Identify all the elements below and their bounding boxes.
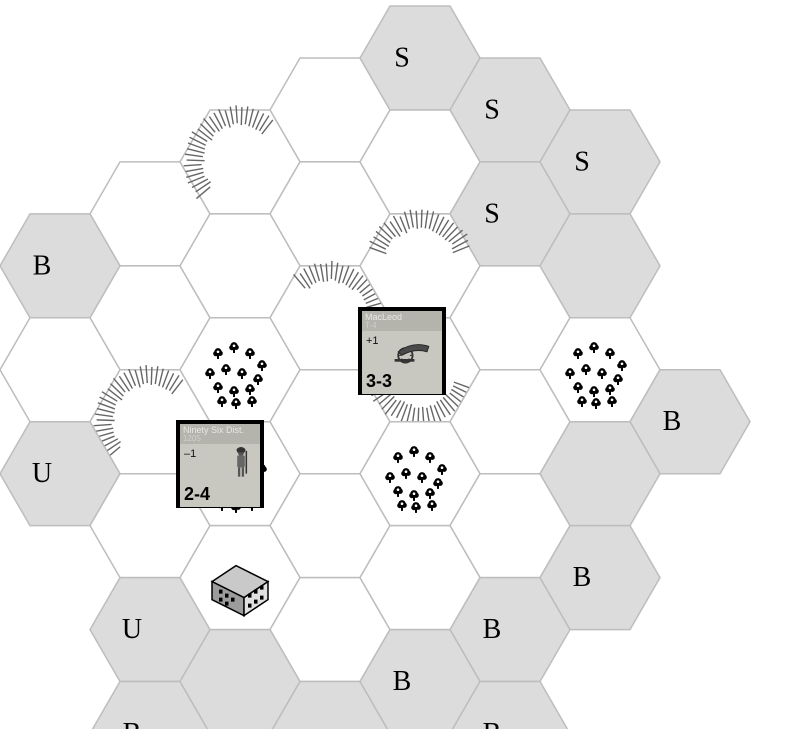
- counter-stat: 3-3: [362, 369, 442, 394]
- counter-macleod[interactable]: MacLeodT-4+13-3: [358, 307, 446, 395]
- soldier-icon: [222, 445, 260, 481]
- cannon-icon: [384, 332, 434, 368]
- hex-label: S: [394, 43, 410, 74]
- hex-label: U: [122, 614, 142, 645]
- counter-ninetysix[interactable]: Ninety Six Dist.1205–12-4: [176, 420, 264, 508]
- counter-art: –1: [180, 444, 260, 482]
- counter-subname: 1205: [180, 435, 260, 444]
- hex-label: U: [32, 458, 52, 489]
- hex-label: B: [33, 250, 52, 281]
- counter-stat: 2-4: [180, 482, 260, 507]
- hex-label: S: [484, 94, 500, 125]
- counter-modifier: +1: [366, 335, 379, 347]
- counter-art: +1: [362, 331, 442, 369]
- counter-subname: T-4: [362, 322, 442, 331]
- hex-label: S: [574, 146, 590, 177]
- hex-label: B: [393, 666, 412, 697]
- hex-board: SSSSBBUUBBBBB MacLeodT-4+13-3Ninety Six …: [0, 0, 785, 729]
- hex-label: B: [123, 718, 142, 729]
- hex-label: S: [484, 198, 500, 229]
- hex-label: B: [483, 718, 502, 729]
- hex-label: B: [663, 406, 682, 437]
- hex-label: B: [483, 614, 502, 645]
- hex-label: B: [573, 562, 592, 593]
- counter-modifier: –1: [184, 448, 196, 460]
